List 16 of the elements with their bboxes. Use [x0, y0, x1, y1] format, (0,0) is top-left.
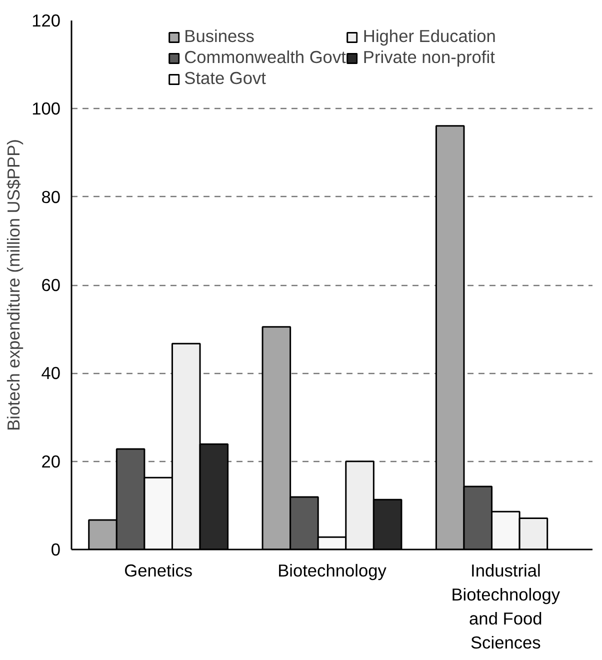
legend-label: Higher Education: [362, 26, 496, 47]
legend-label: Private non-profit: [362, 47, 495, 68]
y-tick-label: 100: [32, 98, 61, 119]
legend-label: Business: [184, 26, 254, 47]
legend-label: Commonwealth Govt: [184, 47, 346, 68]
x-tick-label: Biotechnology: [278, 560, 387, 580]
y-tick-label: 0: [50, 540, 61, 560]
x-tick-label: Industrial Biotechnology and Food Sciences: [451, 560, 560, 652]
y-tick-label: 20: [41, 451, 61, 472]
y-tick-label: 60: [41, 275, 61, 295]
y-tick-label: 40: [41, 363, 61, 384]
y-tick-label: 120: [32, 10, 61, 30]
y-axis-title: Biotech expenditure (million US$PPP): [4, 139, 24, 431]
x-tick-label: Genetics: [124, 560, 193, 580]
legend-label: State Govt: [184, 68, 266, 89]
y-tick-label: 80: [41, 186, 61, 207]
